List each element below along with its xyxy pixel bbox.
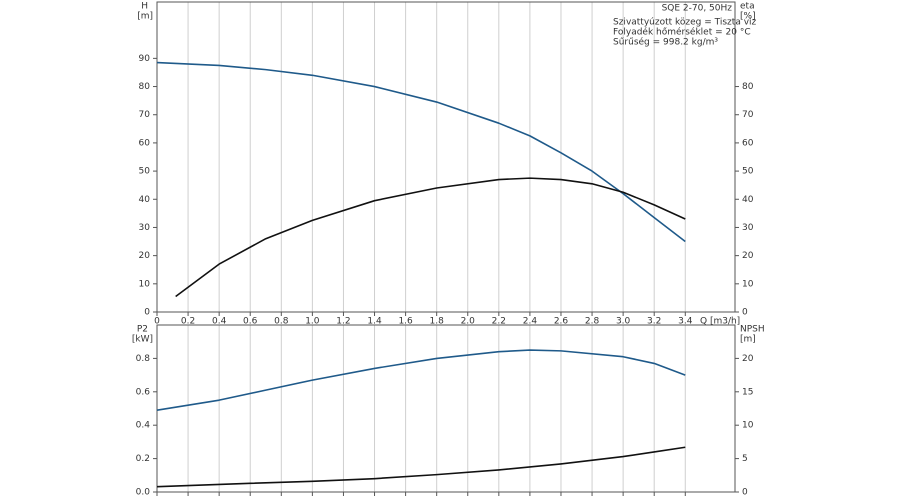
- y2-tick-label: 40: [742, 195, 754, 205]
- data-line: [156, 349, 686, 411]
- x-tick-label: 2.0: [461, 317, 476, 327]
- y2-tick-label: 15: [742, 387, 753, 397]
- y-axis-unit: [kW]: [132, 335, 153, 345]
- y2-axis-unit: [m]: [740, 335, 756, 345]
- x-tick-label: 0: [154, 317, 160, 327]
- y2-tick-label: 60: [742, 138, 754, 148]
- y-tick-label: 30: [139, 223, 151, 233]
- x-tick-label: 2.4: [523, 317, 538, 327]
- y2-tick-label: 0: [742, 308, 748, 318]
- annotation: Sűrűség = 998.2 kg/m³: [613, 37, 718, 48]
- data-line: [156, 446, 686, 488]
- y-tick-label: 40: [139, 195, 151, 205]
- y-tick-label: 90: [139, 54, 151, 64]
- x-tick-label: 1.2: [336, 317, 350, 327]
- x-tick-label: 0.4: [212, 317, 227, 327]
- x-tick-label: 3.0: [616, 317, 631, 327]
- y2-axis-label: NPSH: [740, 325, 765, 335]
- y-tick-label: 0.2: [136, 454, 150, 464]
- x-axis-label: Q [m3/h]: [700, 317, 740, 327]
- x-tick-label: 3.4: [678, 317, 693, 327]
- plot-frame: [156, 324, 736, 493]
- y-axis-unit: [m]: [137, 12, 153, 22]
- x-tick-label: 1.6: [398, 317, 413, 327]
- x-tick-label: 2.8: [585, 317, 600, 327]
- y-tick-label: 0.0: [136, 488, 151, 498]
- x-tick-label: 2.6: [554, 317, 569, 327]
- y-tick-label: 0.8: [136, 354, 151, 364]
- y2-tick-label: 80: [742, 82, 754, 92]
- y-tick-label: 70: [139, 110, 151, 120]
- annotation: Szivattyúzott közeg = Tiszta víz: [613, 18, 757, 28]
- y2-tick-label: 10: [742, 421, 754, 431]
- y2-tick-label: 20: [742, 354, 754, 364]
- y2-axis-label: eta: [740, 2, 755, 12]
- y2-tick-label: 70: [742, 110, 754, 120]
- y2-tick-label: 50: [742, 167, 754, 177]
- y-tick-label: 80: [139, 82, 151, 92]
- y2-tick-label: 30: [742, 223, 754, 233]
- y-tick-label: 50: [139, 167, 151, 177]
- y-tick-label: 0: [144, 308, 150, 318]
- y2-tick-label: 20: [742, 251, 754, 261]
- plot-frame: [156, 1, 736, 313]
- y2-axis-unit: [%]: [740, 12, 756, 22]
- y2-tick-label: 10: [742, 279, 754, 289]
- y2-tick-label: 5: [742, 454, 748, 464]
- x-tick-label: 1.8: [430, 317, 445, 327]
- x-tick-label: 0.6: [243, 317, 258, 327]
- x-tick-label: 3.2: [647, 317, 661, 327]
- y-axis-label: H: [141, 2, 148, 12]
- chart-title: SQE 2-70, 50Hz: [662, 4, 733, 14]
- y-tick-label: 0.6: [136, 387, 151, 397]
- x-tick-label: 1.4: [367, 317, 382, 327]
- x-tick-label: 2.2: [492, 317, 506, 327]
- y-axis-label: P2: [137, 325, 148, 335]
- x-tick-label: 0.2: [181, 317, 195, 327]
- y-tick-label: 10: [139, 279, 151, 289]
- y-tick-label: 60: [139, 138, 151, 148]
- x-tick-label: 1.0: [305, 317, 320, 327]
- annotation: Folyadék hőmérséklet = 20 °C: [613, 27, 751, 38]
- x-tick-label: 0.8: [274, 317, 289, 327]
- y-tick-label: 0.4: [136, 421, 151, 431]
- y2-tick-label: 0: [742, 488, 748, 498]
- y-tick-label: 20: [139, 251, 151, 261]
- data-line: [175, 177, 686, 298]
- data-line: [156, 61, 686, 243]
